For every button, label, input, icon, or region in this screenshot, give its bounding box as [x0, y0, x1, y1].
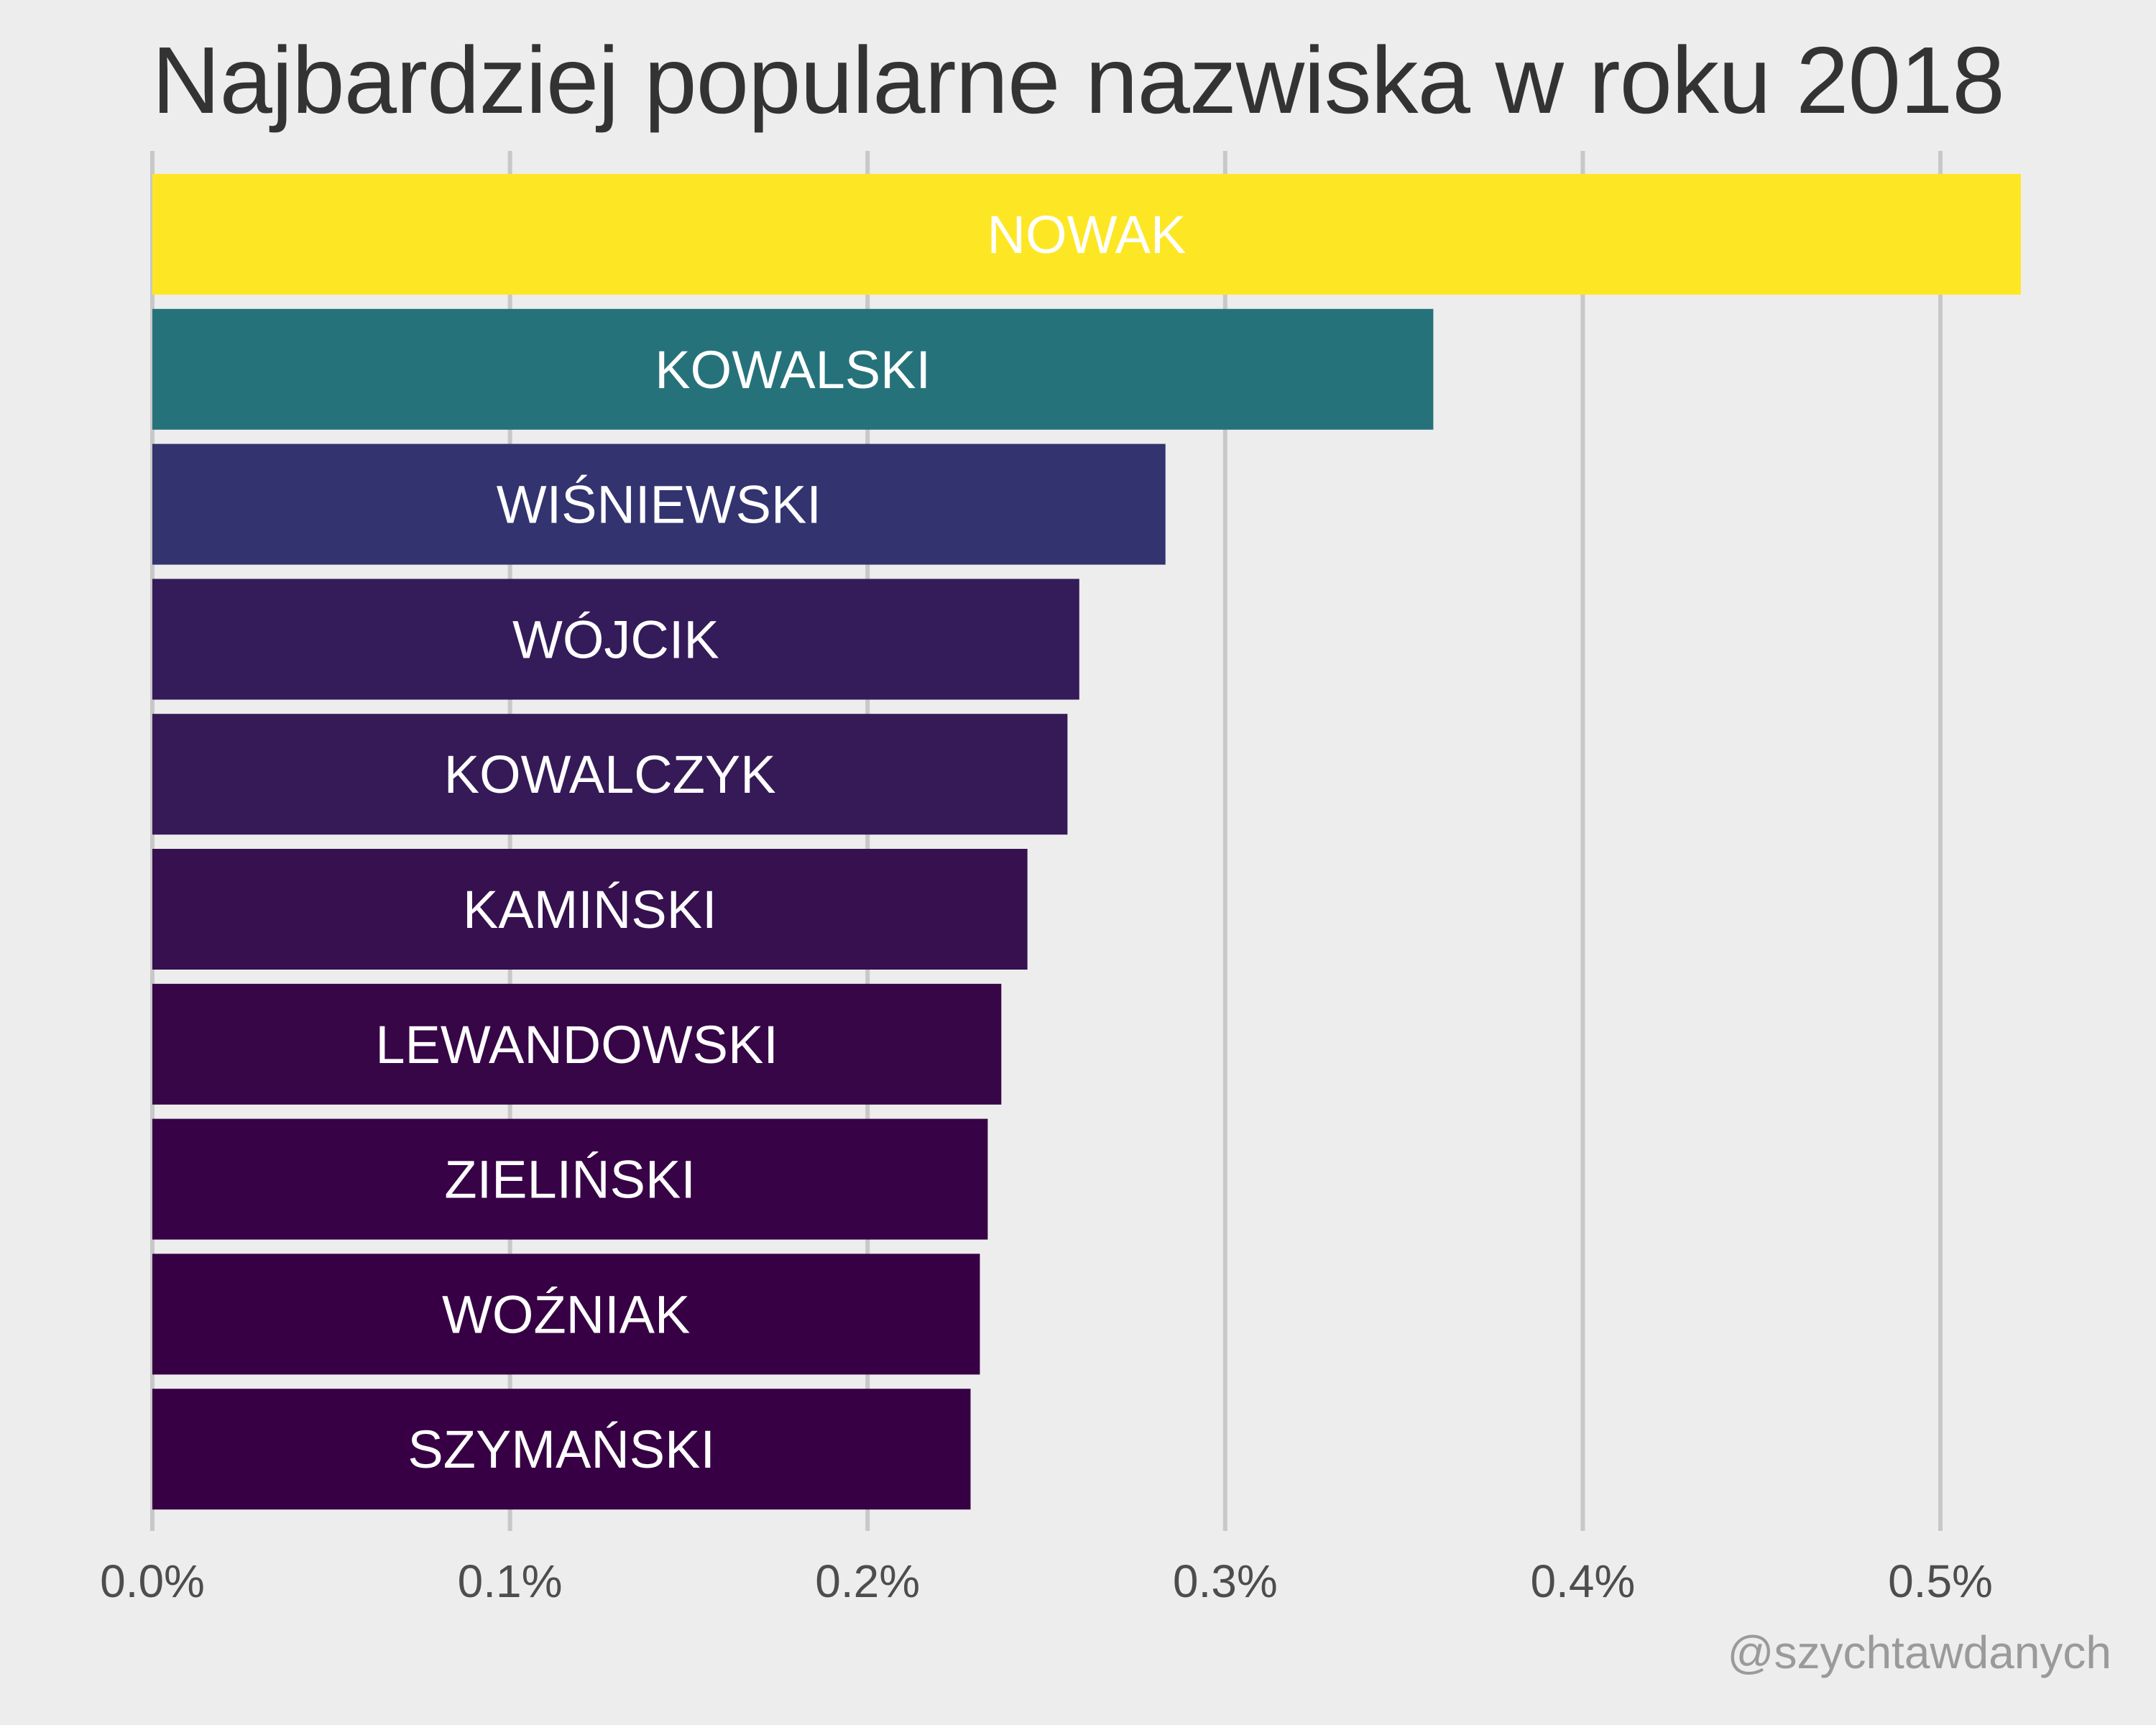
bar	[152, 714, 1068, 835]
bar-label: WÓJCIK	[512, 610, 719, 669]
bar	[152, 579, 1079, 700]
chart-title: Najbardziej popularne nazwiska w roku 20…	[152, 27, 2005, 133]
bar-labels: NOWAK KOWALSKI WIŚNIEWSKI WÓJCIK KOWALCZYK KA…	[375, 205, 1186, 1479]
bar	[152, 983, 1002, 1105]
bar	[152, 1254, 980, 1375]
x-tick-label: 0.5%	[1888, 1555, 1993, 1607]
bar-label: SZYMAŃSKI	[407, 1420, 715, 1479]
x-tick-label: 0.2%	[815, 1555, 920, 1607]
bar	[152, 308, 1434, 430]
bar	[152, 849, 1028, 970]
bar	[152, 443, 1166, 565]
bar-label: LEWANDOWSKI	[375, 1015, 778, 1075]
x-tick-label: 0.1%	[458, 1555, 563, 1607]
bar-label: KAMIŃSKI	[463, 880, 717, 939]
x-tick-label: 0.0%	[100, 1555, 205, 1607]
bar	[152, 1118, 988, 1240]
x-axis-ticks: 0.0% 0.1% 0.2% 0.3% 0.4% 0.5%	[100, 1555, 1993, 1607]
bars	[152, 174, 2021, 1510]
credit-text: @szychtawdanych	[1727, 1627, 2111, 1678]
bar-label: WOŹNIAK	[442, 1284, 690, 1344]
bar-label: KOWALSKI	[655, 340, 931, 400]
bar-label: ZIELIŃSKI	[444, 1150, 696, 1210]
bar-label: KOWALCZYK	[444, 745, 776, 804]
x-tick-label: 0.3%	[1173, 1555, 1278, 1607]
bar-label: WIŚNIEWSKI	[497, 475, 821, 535]
bar	[152, 1389, 971, 1510]
x-tick-label: 0.4%	[1530, 1555, 1635, 1607]
bar-label: NOWAK	[987, 205, 1187, 264]
bar	[152, 174, 2021, 295]
